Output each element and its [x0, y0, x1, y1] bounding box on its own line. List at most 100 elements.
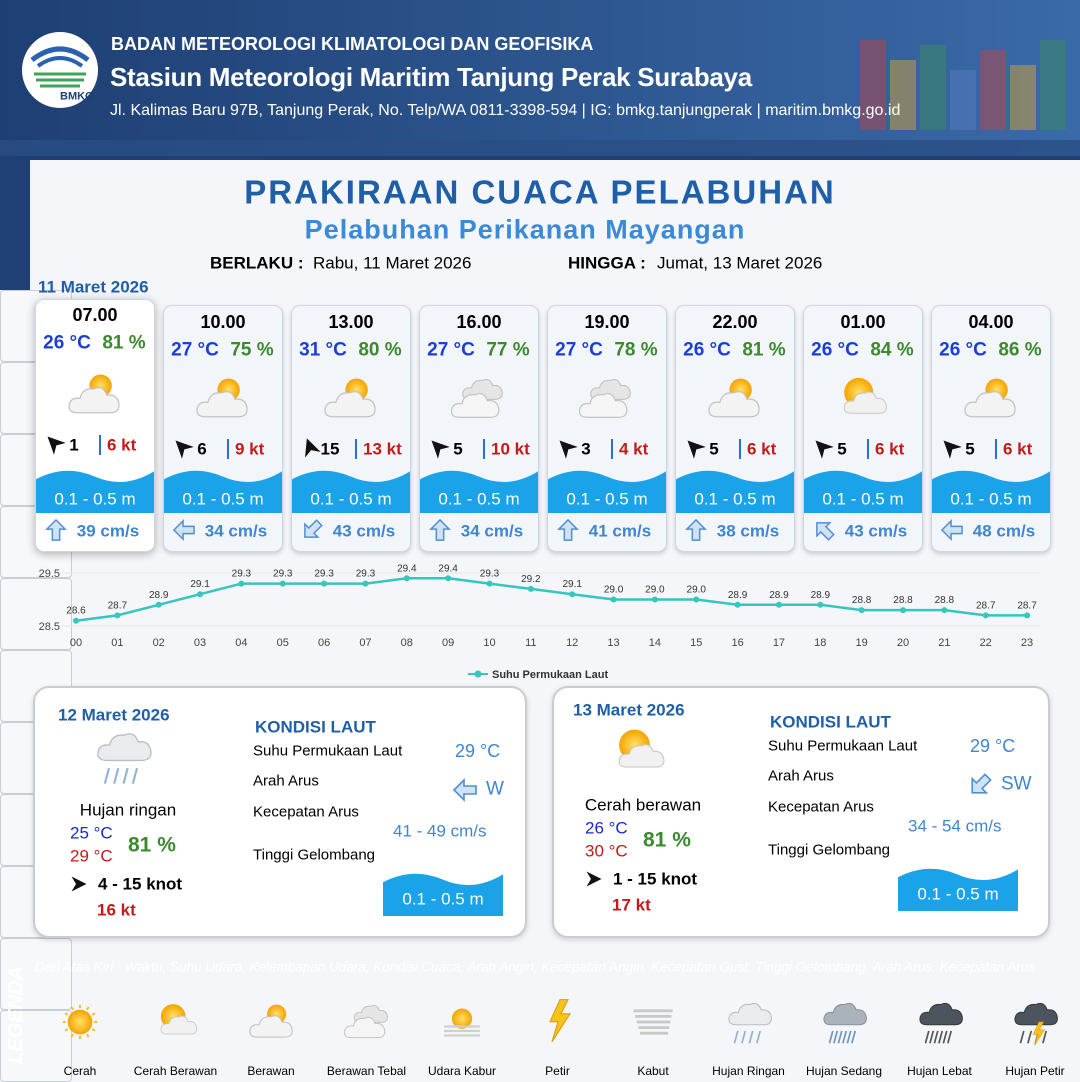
icon-rect — [1040, 40, 1066, 130]
legend-icon — [1014, 1002, 1058, 1046]
point — [858, 607, 865, 614]
icon-rect — [1010, 65, 1036, 130]
wave-height: 0.1 - 0.5 m — [438, 489, 520, 509]
icon-path — [172, 519, 195, 541]
x-tick-label: 06 — [318, 637, 330, 649]
forecast-card: 16.00 27 °C 77 % 5 10 kt 0.1 - 0.5 m 34 cm/s — [419, 305, 539, 552]
icon-line — [70, 1033, 74, 1038]
chart: 28.5 29.5 00 01 02 03 04 05 06 07 08 09 10 11 12 13 14 15… — [39, 563, 1040, 681]
point — [569, 591, 576, 598]
data-label: 29.0 — [604, 585, 624, 596]
weather-icon — [578, 379, 631, 418]
legend-item: Berawan — [247, 1064, 295, 1078]
separator — [227, 439, 229, 459]
point — [900, 607, 906, 614]
icon-path — [68, 387, 120, 414]
icon-g — [940, 519, 963, 541]
current: 43 cm/s — [332, 521, 396, 541]
weather-icon — [964, 378, 1016, 418]
current-arrow — [971, 773, 992, 794]
point — [693, 596, 700, 603]
wave — [164, 470, 282, 513]
point — [197, 591, 204, 598]
wind: 1 - 15 knot — [613, 869, 698, 889]
data-label: 29.3 — [356, 569, 376, 580]
temperature: 26 °C — [939, 339, 987, 361]
icon-path — [548, 470, 666, 513]
x-tick-label: 07 — [359, 637, 371, 649]
wind-arrow — [431, 440, 450, 459]
weather-icon — [324, 378, 376, 418]
icon-path — [30, 46, 90, 63]
legend-description: Dari Atas Kiri : Waktu, Suhu Udara, Kele… — [35, 959, 1036, 975]
icon-rect — [890, 60, 916, 130]
icon-line — [733, 1030, 739, 1044]
humidity: 75 % — [230, 339, 274, 361]
wave — [548, 470, 666, 513]
icon-circle — [67, 1009, 93, 1035]
data-label: 28.6 — [66, 606, 86, 617]
icon-rect — [860, 40, 886, 130]
current-direction: SW — [1001, 773, 1032, 795]
gust: 17 kt — [612, 895, 651, 915]
icon-g — [815, 440, 834, 459]
icon-path — [292, 470, 410, 513]
data-label: 28.8 — [893, 595, 913, 606]
data-label: 29.2 — [521, 574, 541, 585]
x-tick-label: 11 — [525, 637, 536, 649]
legend-item: Berawan Tebal — [326, 1064, 407, 1078]
point — [403, 575, 410, 582]
separator — [995, 439, 997, 459]
current-arrow — [452, 778, 477, 802]
gust: 10 kt — [491, 439, 530, 459]
condition: Cerah berawan — [584, 795, 702, 815]
x-tick-label: 23 — [1021, 637, 1033, 649]
x-tick-label: 08 — [401, 637, 413, 649]
separator — [99, 435, 101, 455]
temperature: 27 °C — [171, 339, 219, 361]
legend-label: Suhu Permukaan Laut — [492, 669, 608, 681]
x-tick-label: 22 — [980, 637, 992, 649]
icon-path — [586, 871, 602, 887]
legend-item: Hujan Lebat — [907, 1064, 972, 1078]
icon-path — [343, 1016, 385, 1039]
icon-g — [918, 1002, 963, 1026]
icon-path — [559, 440, 578, 459]
current-speed: 34 - 54 cm/s — [908, 816, 1002, 836]
icon-g — [68, 387, 120, 414]
icon-path — [97, 733, 152, 762]
x-tick-label: 12 — [566, 637, 578, 649]
icon-line — [748, 1030, 754, 1044]
forecast-card: 10.00 27 °C 75 % 6 9 kt 0.1 - 0.5 m 34 cm/s — [163, 305, 283, 552]
legend-icon — [160, 1004, 197, 1035]
icon-path — [685, 518, 707, 541]
icon-g — [1014, 1002, 1058, 1026]
temp-max: 30 °C — [585, 841, 628, 861]
temp-max: 29 °C — [70, 846, 113, 866]
x-tick-label: 02 — [153, 637, 165, 649]
point — [734, 601, 741, 608]
icon-g — [429, 518, 451, 541]
from-label: BERLAKU : — [210, 253, 304, 273]
icon-g — [160, 1015, 197, 1035]
time: 10.00 — [200, 312, 246, 332]
sea-title: KONDISI LAUT — [255, 717, 376, 737]
icon-path — [47, 436, 66, 455]
point — [486, 580, 493, 587]
point — [73, 617, 79, 624]
wave — [898, 868, 1018, 911]
icon-line — [928, 1030, 934, 1044]
current-arrow — [940, 519, 963, 541]
icon-g — [727, 1002, 772, 1026]
wave-height: 0.1 - 0.5 m — [950, 489, 1032, 509]
icon-g — [343, 1016, 385, 1039]
header-background — [0, 0, 1080, 156]
current-arrow — [816, 522, 835, 541]
icon-g — [249, 1015, 293, 1038]
x-tick-label: 05 — [277, 637, 289, 649]
current-speed: 41 - 49 cm/s — [393, 821, 487, 841]
current: 39 cm/s — [76, 521, 140, 541]
gust: 6 kt — [107, 435, 137, 455]
point — [527, 585, 534, 592]
